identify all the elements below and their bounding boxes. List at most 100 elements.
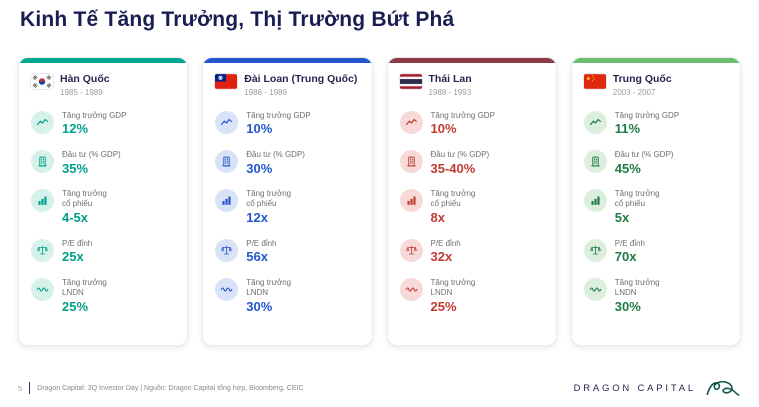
metric-row: Đầu tư (% GDP) 30% [215,143,359,182]
bar-chart-icon [399,188,423,212]
metric-label: P/E đỉnh [430,238,461,248]
metric-value: 30% [246,160,273,176]
metric-row: Đầu tư (% GDP) 35% [31,143,175,182]
metric-row: P/E đỉnh 70x [583,232,728,271]
wave-line-icon [399,277,423,301]
footer-source: 5 Dragon Capital: 3Q Investor Day | Nguồ… [18,382,304,394]
metric-row: Tăng trưởng GDP 11% [583,104,728,143]
metric-label: Tăng trưởng LNDN [62,277,107,298]
metric-row: Tăng trưởng LNDN 25% [399,271,544,321]
bar-chart-icon [31,188,54,212]
footer-divider [29,382,31,394]
metric-row: Tăng trưởng LNDN 25% [31,271,175,321]
metric-label: Tăng trưởng LNDN [614,277,660,298]
wave-line-icon [215,277,239,301]
metric-label: Tăng trưởng GDP [614,110,680,120]
metric-value: 25% [430,299,457,315]
building-icon [215,149,239,173]
metric-label: Đầu tư (% GDP) [614,149,674,159]
metric-label: Tăng trưởng cổ phiếu [62,188,107,209]
metric-value: 5x [614,210,630,226]
metric-label: Đầu tư (% GDP) [430,149,490,159]
balance-scale-icon [215,238,239,262]
metric-row: Tăng trưởng LNDN 30% [583,271,728,321]
country-name: Trung Quốc [612,73,672,85]
metric-value: 11% [614,121,641,137]
metric-value: 10% [430,121,457,137]
card-accent-bar [19,58,188,63]
bar-chart-icon [215,188,239,212]
page-number: 5 [18,383,23,393]
brand-name: DRAGON CAPITAL [573,382,696,394]
country-years: 1985 - 1989 [60,87,103,97]
card-accent-bar [203,58,372,63]
metric-value: 25% [62,299,89,315]
metric-value: 12% [62,121,89,137]
metric-value: 70x [614,249,637,265]
metric-row: Tăng trưởng cổ phiếu 5x [583,182,728,232]
metric-label: Đầu tư (% GDP) [246,149,305,159]
metric-label: Tăng trưởng GDP [430,110,495,120]
metric-value: 35-40% [430,160,476,176]
metric-value: 30% [246,299,273,315]
building-icon [31,149,54,173]
metric-label: Tăng trưởng LNDN [430,277,476,298]
thailand-flag-icon [399,74,422,89]
country-name: Thái Lan [428,73,472,85]
country-card: Đài Loan (Trung Quốc) 1986 - 1989 Tăng trư… [202,57,373,346]
country-card: Trung Quốc 2003 - 2007 Tăng trưởng GDP 11% Đ… [570,57,741,346]
metric-value: 25x [62,249,84,265]
metric-row: Tăng trưởng LNDN 30% [215,271,359,321]
metric-label: Tăng trưởng LNDN [246,277,292,298]
balance-scale-icon [399,238,423,262]
card-header: Hàn Quốc 1985 - 1989 [31,73,175,97]
wave-line-icon [31,277,54,301]
metric-row: P/E đỉnh 56x [215,232,359,271]
trend-line-icon [215,110,239,134]
card-header: Trung Quốc 2003 - 2007 [583,73,728,97]
card-body: Đài Loan (Trung Quốc) 1986 - 1989 Tăng trư… [203,63,371,326]
metric-value: 35% [62,160,89,176]
metric-label: Tăng trưởng cổ phiếu [614,188,660,209]
card-body: Trung Quốc 2003 - 2007 Tăng trưởng GDP 11% Đ… [572,63,740,326]
trend-line-icon [399,110,423,134]
trend-line-icon [31,110,54,134]
metric-row: Tăng trưởng cổ phiếu 12x [215,182,359,232]
page-title: Kinh Tế Tăng Trưởng, Thị Trường Bứt Phá [20,8,455,31]
country-years: 2003 - 2007 [612,87,656,97]
country-card: Hàn Quốc 1985 - 1989 Tăng trưởng GDP 12% Đầu… [18,57,189,346]
metric-row: Tăng trưởng GDP 10% [399,104,544,143]
metric-label: P/E đỉnh [614,238,645,248]
country-years: 1986 - 1989 [244,87,287,97]
metric-value: 30% [614,299,641,315]
metric-label: Tăng trưởng GDP [62,110,127,120]
source-text: Dragon Capital: 3Q Investor Day | Nguồn:… [37,384,304,392]
card-header: Đài Loan (Trung Quốc) 1986 - 1989 [215,73,359,97]
metric-row: Tăng trưởng GDP 10% [215,104,359,143]
metric-value: 8x [430,210,445,226]
country-years: 1988 - 1993 [428,87,472,97]
metric-value: 56x [246,249,268,265]
bar-chart-icon [583,188,607,212]
metric-label: Tăng trưởng GDP [246,110,311,120]
footer: 5 Dragon Capital: 3Q Investor Day | Nguồ… [18,377,741,399]
card-body: Hàn Quốc 1985 - 1989 Tăng trưởng GDP 12% Đầu… [19,63,187,326]
balance-scale-icon [31,238,54,262]
country-card: Thái Lan 1988 - 1993 Tăng trưởng GDP 10% Đầu… [386,57,557,346]
metric-row: P/E đỉnh 32x [399,232,544,271]
building-icon [399,149,423,173]
country-name: Đài Loan (Trung Quốc) [244,73,358,85]
metric-label: Tăng trưởng cổ phiếu [246,188,292,209]
card-accent-bar [571,58,740,63]
metric-row: Tăng trưởng cổ phiếu 4-5x [31,182,175,232]
cards-row: Hàn Quốc 1985 - 1989 Tăng trưởng GDP 12% Đầu… [18,57,741,346]
metric-label: P/E đỉnh [62,238,93,248]
building-icon [583,149,607,173]
trend-line-icon [583,110,607,134]
wave-line-icon [583,277,607,301]
south-korea-flag-icon [31,74,53,89]
china-flag-icon [583,74,606,89]
dragon-logo-icon [706,380,740,396]
metric-row: Đầu tư (% GDP) 35-40% [399,143,544,182]
